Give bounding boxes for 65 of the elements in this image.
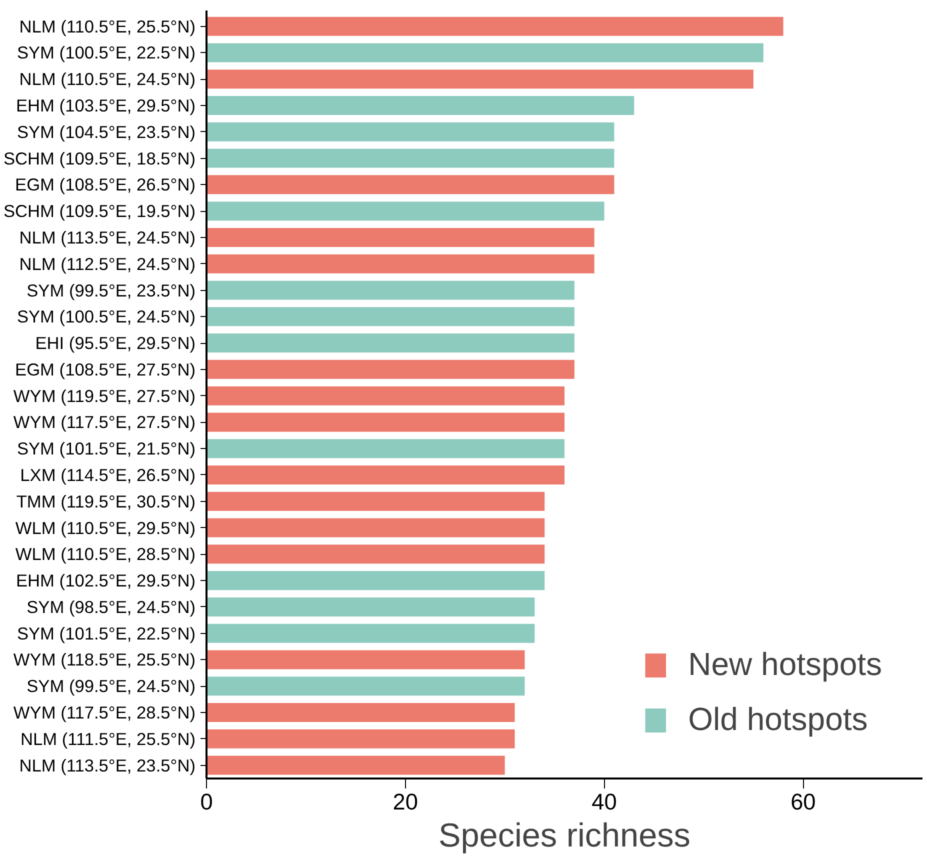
bar bbox=[206, 96, 634, 116]
y-tick-label: NLM (113.5°E, 24.5°N) bbox=[19, 227, 196, 248]
y-tick-label: SYM (104.5°E, 23.5°N) bbox=[16, 122, 196, 142]
y-tick-label: LXM (114.5°E, 26.5°N) bbox=[20, 464, 196, 485]
bar bbox=[206, 729, 515, 748]
x-tick-label: 20 bbox=[392, 788, 418, 814]
bar bbox=[206, 175, 614, 194]
y-tick-label: SYM (101.5°E, 21.5°N) bbox=[16, 438, 196, 459]
y-tick-label: EHM (102.5°E, 29.5°N) bbox=[16, 570, 196, 591]
bar bbox=[206, 122, 614, 142]
bar bbox=[206, 148, 614, 168]
bar bbox=[206, 43, 764, 62]
bar bbox=[206, 597, 535, 616]
y-tick-label: EHI (95.5°E, 29.5°N) bbox=[35, 333, 196, 354]
bar bbox=[206, 386, 564, 406]
bar bbox=[206, 334, 574, 353]
y-tick-label: EHM (103.5°E, 29.5°N) bbox=[16, 96, 196, 116]
y-tick-label: SYM (100.5°E, 24.5°N) bbox=[16, 306, 196, 327]
y-tick-label: WLM (110.5°E, 28.5°N) bbox=[15, 544, 196, 564]
y-tick-label: SYM (101.5°E, 22.5°N) bbox=[16, 623, 196, 644]
y-tick-label: NLM (110.5°E, 25.5°N) bbox=[19, 16, 196, 36]
y-tick-label: NLM (110.5°E, 24.5°N) bbox=[19, 69, 196, 90]
bar bbox=[206, 650, 525, 670]
x-tick-label: 0 bbox=[200, 788, 213, 814]
y-tick-label: WYM (117.5°E, 27.5°N) bbox=[13, 412, 196, 432]
bar bbox=[206, 544, 545, 564]
bar bbox=[206, 70, 754, 89]
y-tick-label: SYM (99.5°E, 24.5°N) bbox=[26, 676, 196, 696]
y-tick-label: SYM (99.5°E, 23.5°N) bbox=[26, 280, 196, 300]
bar bbox=[206, 518, 545, 538]
bar bbox=[206, 228, 594, 247]
y-tick-label: EGM (108.5°E, 26.5°N) bbox=[15, 174, 196, 195]
y-tick-label: WYM (117.5°E, 28.5°N) bbox=[13, 702, 196, 723]
x-tick-label: 60 bbox=[790, 788, 816, 814]
y-tick-label: WYM (119.5°E, 27.5°N) bbox=[13, 386, 196, 406]
bar bbox=[206, 756, 505, 775]
y-tick-label: SYM (98.5°E, 24.5°N) bbox=[26, 596, 196, 617]
bar bbox=[206, 412, 564, 432]
bar bbox=[206, 492, 545, 511]
bar bbox=[206, 439, 564, 458]
bar bbox=[206, 360, 574, 379]
y-tick-label: NLM (112.5°E, 24.5°N) bbox=[19, 254, 196, 274]
bar bbox=[206, 624, 535, 643]
bar bbox=[206, 465, 564, 484]
y-tick-label: SCHM (109.5°E, 19.5°N) bbox=[3, 201, 196, 222]
y-tick-label: WYM (118.5°E, 25.5°N) bbox=[13, 650, 196, 670]
legend-label: New hotspots bbox=[688, 646, 882, 683]
y-tick-label: SCHM (109.5°E, 18.5°N) bbox=[3, 148, 196, 168]
bar bbox=[206, 307, 574, 326]
y-tick-label: NLM (111.5°E, 25.5°N) bbox=[20, 728, 196, 749]
y-tick-label: EGM (108.5°E, 27.5°N) bbox=[15, 359, 196, 380]
y-tick-label: WLM (110.5°E, 29.5°N) bbox=[15, 518, 196, 538]
legend-label: Old hotspots bbox=[688, 701, 868, 738]
bar bbox=[206, 254, 594, 274]
y-tick-label: NLM (113.5°E, 23.5°N) bbox=[19, 755, 196, 776]
bar bbox=[206, 676, 525, 696]
bar bbox=[206, 202, 604, 221]
x-axis-title: Species richness bbox=[438, 818, 690, 854]
bar bbox=[206, 16, 784, 36]
bar bbox=[206, 571, 545, 590]
y-tick-label: TMM (119.5°E, 30.5°N) bbox=[16, 491, 196, 512]
bar bbox=[206, 703, 515, 722]
y-tick-label: SYM (100.5°E, 22.5°N) bbox=[16, 42, 196, 63]
x-tick-label: 40 bbox=[592, 788, 617, 814]
bar bbox=[206, 280, 574, 300]
